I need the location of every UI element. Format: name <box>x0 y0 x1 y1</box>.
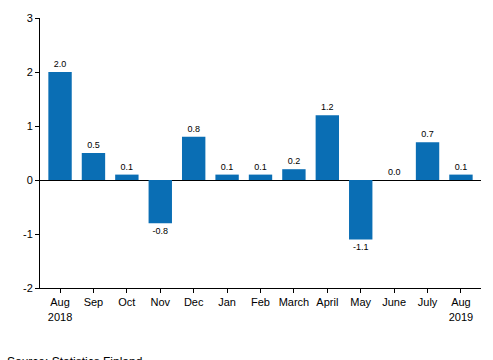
svg-text:1.2: 1.2 <box>321 102 334 112</box>
svg-text:0.0: 0.0 <box>388 167 401 177</box>
svg-text:April: April <box>316 296 338 308</box>
svg-text:1: 1 <box>27 120 33 132</box>
svg-text:May: May <box>350 296 371 308</box>
svg-text:0.5: 0.5 <box>87 140 100 150</box>
svg-text:Sep: Sep <box>84 296 104 308</box>
svg-text:3: 3 <box>27 12 33 24</box>
svg-text:Oct: Oct <box>118 296 135 308</box>
svg-text:-1: -1 <box>23 228 33 240</box>
svg-text:July: July <box>418 296 438 308</box>
svg-text:Feb: Feb <box>251 296 270 308</box>
svg-text:-1.1: -1.1 <box>353 242 369 252</box>
svg-text:0.8: 0.8 <box>187 124 200 134</box>
svg-text:Dec: Dec <box>184 296 204 308</box>
svg-text:Aug2018: Aug2018 <box>48 296 72 322</box>
svg-text:0.7: 0.7 <box>421 129 434 139</box>
svg-text:-0.8: -0.8 <box>153 226 169 236</box>
svg-text:June: June <box>382 296 406 308</box>
svg-text:March: March <box>279 296 310 308</box>
svg-text:0: 0 <box>27 174 33 186</box>
svg-text:0.1: 0.1 <box>455 162 468 172</box>
svg-text:Jan: Jan <box>218 296 236 308</box>
svg-text:0.1: 0.1 <box>254 162 267 172</box>
svg-text:2: 2 <box>27 66 33 78</box>
svg-text:-2: -2 <box>23 282 33 294</box>
svg-text:Nov: Nov <box>150 296 170 308</box>
svg-text:2.0: 2.0 <box>54 59 67 69</box>
svg-text:Source: Statistics Finland: Source: Statistics Finland <box>7 355 142 360</box>
svg-text:0.2: 0.2 <box>288 156 301 166</box>
svg-text:Aug2019: Aug2019 <box>449 296 473 322</box>
svg-text:0.1: 0.1 <box>221 162 234 172</box>
svg-text:0.1: 0.1 <box>121 162 134 172</box>
